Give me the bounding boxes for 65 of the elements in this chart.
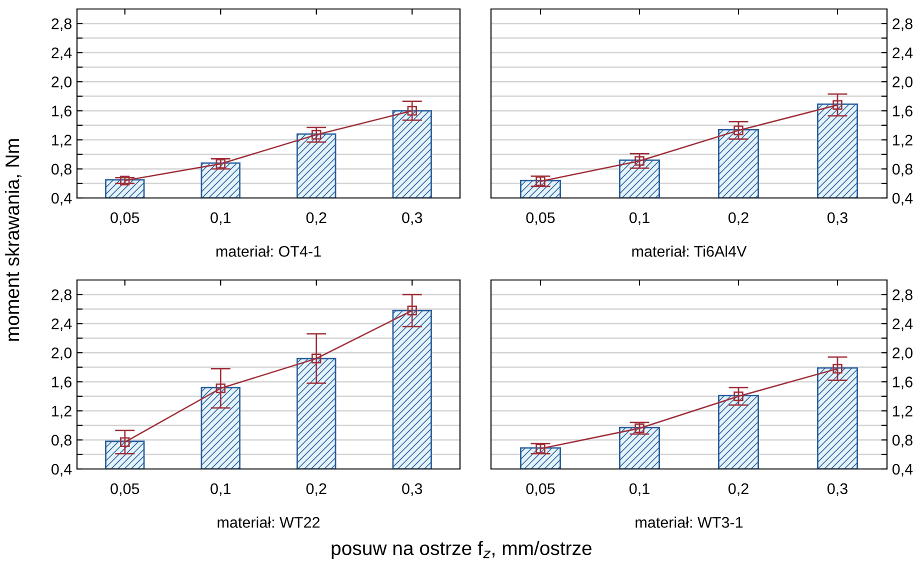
- point: [312, 130, 322, 140]
- y-tick-label: 0,4: [52, 192, 72, 206]
- y-tick-label: 2,0: [892, 76, 912, 90]
- y-axis-title: moment skrawania, Nm: [4, 139, 22, 341]
- y-tick-label: 1,6: [52, 376, 72, 390]
- y-tick-label: 1,6: [893, 106, 912, 118]
- y-tick-label: 2,8: [892, 18, 912, 32]
- y-tick-label: 1,6: [52, 106, 72, 118]
- point: [536, 176, 546, 186]
- x-tick-label: 0,1: [210, 483, 230, 496]
- y-tick-label: 2,8: [892, 289, 912, 302]
- x-axis-title: materiał: Ti6Al4V: [632, 246, 747, 257]
- y-tick-label: 2,8: [52, 289, 72, 302]
- y-tick-label: 0,8: [52, 164, 72, 176]
- point: [120, 437, 130, 447]
- x-tick-label: 0,3: [827, 212, 848, 225]
- x-tick-label: 0,05: [526, 212, 555, 225]
- y-tick-label: 1,2: [52, 406, 72, 418]
- y-tick-label: 2,0: [892, 348, 912, 360]
- point: [832, 364, 842, 374]
- text: posuw na ostrze f$_{z}$, mm/ostrze: [332, 540, 592, 559]
- point: [634, 156, 644, 166]
- y-tick-label: 0,4: [892, 464, 913, 476]
- x-tick-label: 0,1: [629, 212, 650, 225]
- x-tick-label: 0,3: [827, 483, 848, 496]
- y-tick-label: 0,8: [52, 434, 72, 448]
- point: [407, 306, 417, 316]
- y-tick-label: 2,4: [52, 47, 72, 60]
- x-tick-label: 0,2: [728, 212, 748, 225]
- x-tick-label: 0,1: [629, 483, 650, 496]
- x-axis-title: materiał: WT3-1: [636, 516, 743, 528]
- y-tick-label: 2,4: [892, 47, 913, 60]
- x-tick-label: 0,2: [728, 483, 748, 496]
- x-tick-label: 0,05: [110, 212, 140, 225]
- x-tick-label: 0,05: [526, 483, 555, 496]
- point: [216, 383, 226, 394]
- point: [312, 354, 322, 364]
- x-tick-label: 0,2: [306, 483, 326, 496]
- x-tick-label: 0,3: [402, 483, 422, 496]
- x-axis-title: materiał: WT22: [218, 516, 320, 528]
- y-tick-label: 0,8: [892, 164, 912, 176]
- y-tick-label: 0,4: [52, 464, 72, 476]
- y-tick-label: 1,2: [893, 134, 912, 148]
- point: [407, 106, 417, 116]
- point: [734, 391, 744, 402]
- x-tick-label: 0,05: [110, 483, 140, 496]
- x-axis-title: materiał: OT4-1: [216, 246, 321, 257]
- point: [832, 100, 842, 110]
- y-tick-label: 2,0: [52, 348, 72, 360]
- y-tick-label: 0,4: [892, 192, 913, 206]
- y-tick-label: 2,4: [892, 318, 913, 332]
- x-tick-label: 0,3: [402, 212, 422, 225]
- point: [634, 423, 644, 434]
- point: [216, 158, 226, 169]
- y-tick-label: 0,8: [892, 434, 912, 448]
- x-tick-label: 0,2: [306, 212, 326, 225]
- y-tick-label: 1,6: [893, 376, 912, 390]
- y-tick-label: 1,2: [52, 134, 72, 148]
- y-tick-label: 2,4: [52, 318, 72, 332]
- point: [536, 444, 546, 454]
- x-tick-label: 0,1: [210, 212, 230, 225]
- y-tick-label: 2,8: [52, 18, 72, 32]
- y-tick-label: 1,2: [893, 406, 912, 418]
- y-tick-label: 2,0: [52, 76, 72, 90]
- point: [734, 126, 744, 136]
